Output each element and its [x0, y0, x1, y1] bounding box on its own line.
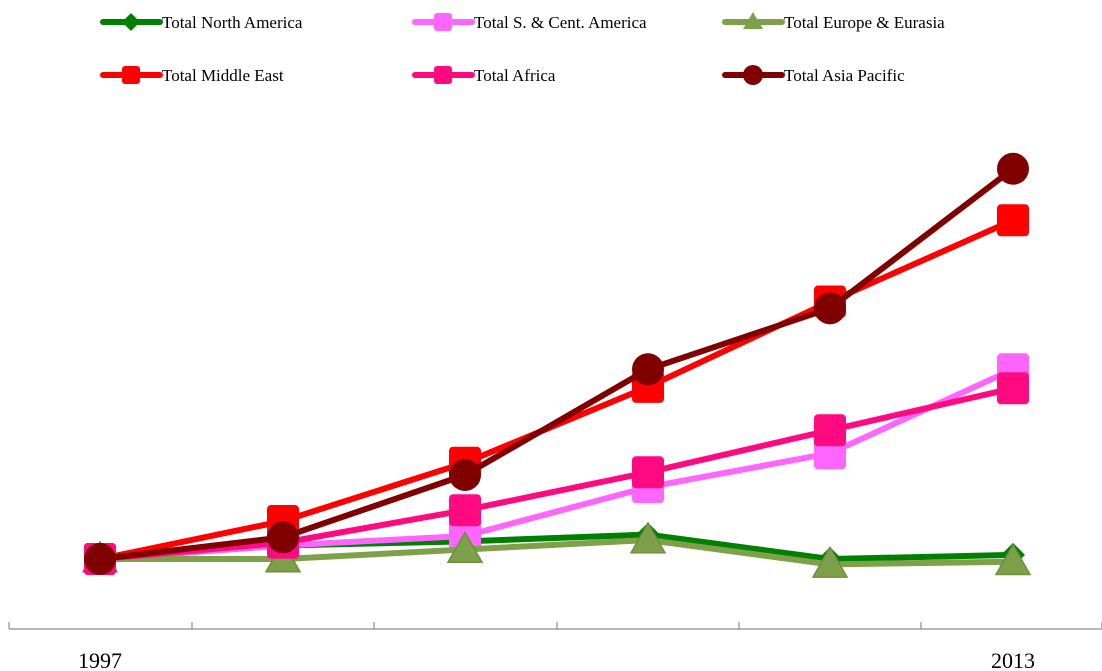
legend-item-total-middle-east: Total Middle East	[100, 66, 284, 85]
data-point-total-africa-6	[997, 372, 1029, 405]
plot-area	[81, 152, 1032, 578]
legend-label-total-asia-pacific: Total Asia Pacific	[784, 66, 905, 85]
series-line-total-asia-pacific	[97, 165, 1016, 562]
legend-label-total-s-cent-america: Total S. & Cent. America	[474, 13, 647, 32]
data-point-total-europe-eurasia-4	[629, 521, 667, 554]
legend-marker-circle	[743, 65, 763, 85]
legend-marker-square	[434, 13, 452, 31]
data-point-total-asia-pacific-1	[84, 543, 116, 575]
legend-marker-square	[122, 66, 140, 84]
legend-item-total-europe-eurasia: Total Europe & Eurasia	[722, 12, 945, 32]
x-tick-label-1997: 1997	[78, 648, 122, 671]
legend-label-total-africa: Total Africa	[474, 66, 556, 85]
data-point-total-africa-3	[449, 494, 481, 527]
legend-marker-diamond	[122, 13, 140, 31]
data-point-total-europe-eurasia-6	[994, 543, 1032, 576]
legend-marker-triangle	[743, 12, 763, 29]
legend-item-total-africa: Total Africa	[412, 66, 556, 85]
series-line-total-europe-eurasia	[97, 537, 1016, 568]
data-point-total-asia-pacific-4	[632, 353, 664, 386]
series-line-total-africa	[97, 385, 1016, 562]
data-point-total-middle-east-6	[997, 204, 1029, 237]
data-point-total-africa-4	[632, 456, 664, 489]
data-point-total-asia-pacific-3	[449, 458, 481, 491]
legend-marker-square	[434, 66, 452, 84]
legend: Total North America Total S. & Cent. Amer…	[100, 12, 945, 85]
legend-label-total-middle-east: Total Middle East	[162, 66, 284, 85]
legend-label-total-north-america: Total North America	[162, 13, 303, 32]
x-axis: 1997 2013	[8, 622, 1102, 671]
series-total-asia-pacific	[84, 152, 1029, 575]
data-point-total-europe-eurasia-5	[811, 545, 849, 578]
series-total-middle-east	[84, 204, 1029, 575]
data-point-total-asia-pacific-6	[997, 152, 1029, 185]
legend-item-total-north-america: Total North America	[100, 13, 303, 32]
data-point-total-africa-5	[814, 414, 846, 447]
data-point-total-europe-eurasia-3	[446, 531, 484, 564]
legend-label-total-europe-eurasia: Total Europe & Eurasia	[784, 13, 945, 32]
data-point-total-asia-pacific-5	[814, 292, 846, 325]
legend-item-total-asia-pacific: Total Asia Pacific	[722, 65, 905, 85]
legend-item-total-s-cent-america: Total S. & Cent. America	[412, 13, 647, 32]
series-total-africa	[84, 372, 1029, 575]
data-point-total-asia-pacific-2	[267, 521, 299, 554]
x-tick-label-2013: 2013	[991, 648, 1035, 671]
